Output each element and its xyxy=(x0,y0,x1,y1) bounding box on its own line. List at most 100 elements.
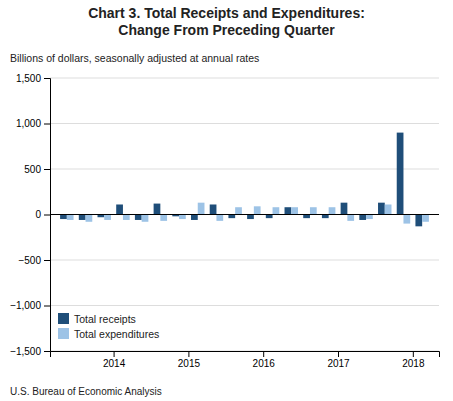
y-tick-mark xyxy=(44,124,50,125)
x-tick-label: 2015 xyxy=(178,358,201,369)
x-tick-mark xyxy=(188,351,189,357)
x-tick-label: 2018 xyxy=(402,358,425,369)
bar xyxy=(385,204,392,214)
bar xyxy=(67,215,74,220)
x-tick-mark xyxy=(338,351,339,357)
bar xyxy=(415,215,422,227)
y-tick-mark xyxy=(44,351,50,352)
bar xyxy=(359,215,366,220)
chart: Chart 3. Total Receipts and Expenditures… xyxy=(0,0,453,401)
legend-item: Total receipts xyxy=(58,313,136,325)
legend-label: Total receipts xyxy=(74,313,136,325)
x-axis: 2014 2015 2016 2017 2018 xyxy=(51,351,440,369)
bar xyxy=(228,215,235,219)
y-tick: 1,500 xyxy=(16,73,50,84)
grid-line xyxy=(50,169,439,170)
bar xyxy=(210,204,217,214)
bar xyxy=(266,215,273,219)
bar xyxy=(254,206,261,214)
bar xyxy=(235,207,242,214)
legend-swatch xyxy=(58,328,69,339)
bar xyxy=(329,207,336,214)
title: Chart 3. Total Receipts and Expenditures… xyxy=(88,5,365,21)
bar xyxy=(291,207,298,214)
bar xyxy=(422,215,429,222)
x-tick: 2017 xyxy=(327,351,350,369)
y-tick-label: −1,000 xyxy=(10,300,41,311)
legend-swatch xyxy=(58,313,69,324)
bar xyxy=(86,215,93,222)
legend-label: Total expenditures xyxy=(74,328,159,340)
bar xyxy=(247,215,254,220)
y-tick: −1,000 xyxy=(10,300,50,311)
y-axis-line xyxy=(44,79,51,352)
bar xyxy=(216,215,223,221)
bar xyxy=(135,215,142,220)
bar xyxy=(366,215,373,220)
bar xyxy=(285,207,292,214)
x-tick-label: 2016 xyxy=(253,358,276,369)
grid-line xyxy=(50,214,439,215)
legend: Total receipts Total expenditures xyxy=(58,313,159,340)
x-tick: 2018 xyxy=(402,351,425,369)
bar xyxy=(79,215,86,220)
x-tick: 2016 xyxy=(253,351,276,369)
bar xyxy=(403,215,410,224)
bar xyxy=(341,203,348,215)
bar xyxy=(154,204,161,215)
x-axis-line xyxy=(51,352,440,358)
y-tick-mark xyxy=(44,78,50,79)
bar xyxy=(142,215,149,222)
y-tick-label: 1,000 xyxy=(16,118,41,129)
grid-line xyxy=(50,305,439,306)
y-axis: −1,500 −1,000 −500 0 500 1,000 1,500 xyxy=(10,73,50,357)
bar xyxy=(303,215,310,219)
footer: U.S. Bureau of Economic Analysis xyxy=(10,386,162,397)
x-tick-mark xyxy=(114,351,115,357)
x-tick-mark xyxy=(263,351,264,357)
y-tick-mark xyxy=(44,169,50,170)
y-tick: −500 xyxy=(18,255,50,266)
bar xyxy=(273,207,280,214)
x-tick-label: 2014 xyxy=(103,358,126,369)
bar xyxy=(397,133,404,215)
x-tick-mark xyxy=(413,351,414,357)
y-tick-label: 1,500 xyxy=(16,73,41,84)
title: Change From Preceding Quarter xyxy=(118,22,335,38)
series xyxy=(67,203,429,224)
bar xyxy=(347,215,354,221)
bar xyxy=(179,215,186,220)
bar xyxy=(104,215,111,220)
y-tick: 500 xyxy=(24,164,50,175)
grid xyxy=(50,78,439,351)
x-tick-label: 2017 xyxy=(327,358,350,369)
x-tick: 2015 xyxy=(178,351,201,369)
bar xyxy=(123,215,130,220)
grid-line xyxy=(50,78,439,79)
y-tick-label: −1,500 xyxy=(10,346,41,357)
series xyxy=(60,133,422,227)
y-tick-mark xyxy=(44,215,50,216)
y-tick: 0 xyxy=(35,209,50,220)
x-tick: 2014 xyxy=(103,351,126,369)
y-tick-label: −500 xyxy=(18,255,41,266)
bars xyxy=(60,133,429,227)
y-tick-mark xyxy=(44,306,50,307)
y-tick: 1,000 xyxy=(16,118,50,129)
bar xyxy=(191,215,198,220)
y-tick-mark xyxy=(44,260,50,261)
zero-line xyxy=(50,214,439,215)
bar xyxy=(160,215,167,221)
bar xyxy=(322,215,329,219)
grid-line xyxy=(50,123,439,124)
y-tick-label: 500 xyxy=(24,164,41,175)
bar xyxy=(116,204,123,214)
y-tick: −1,500 xyxy=(10,346,50,357)
grid-line xyxy=(50,260,439,261)
plot: −1,500−1,000−50005001,0001,5002014201520… xyxy=(10,73,439,369)
legend-item: Total expenditures xyxy=(58,328,159,340)
bar xyxy=(198,203,205,215)
bar xyxy=(310,207,317,214)
bar xyxy=(60,215,67,220)
bar xyxy=(378,203,385,215)
